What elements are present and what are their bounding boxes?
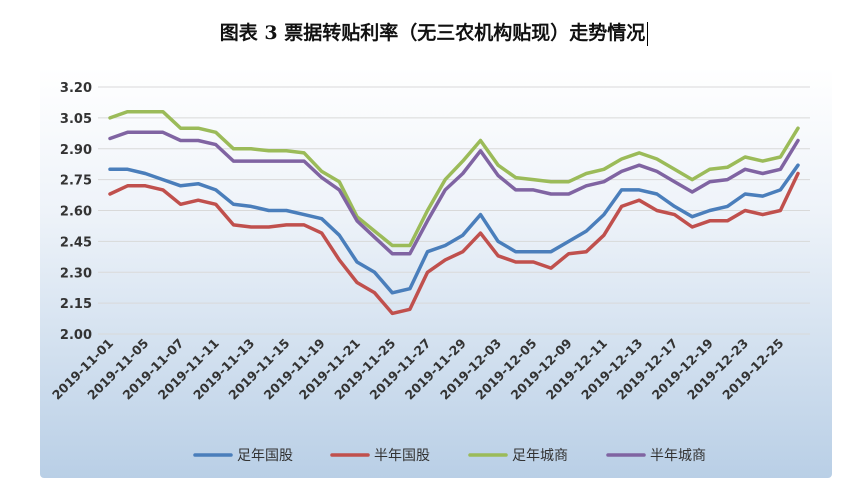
y-tick-label: 2.00: [60, 328, 92, 343]
chart-title-text: 图表 3 票据转贴利率（无三农机构贴现）走势情况: [219, 22, 646, 44]
line-chart: 3.203.052.902.752.602.452.302.152.002019…: [49, 81, 810, 464]
legend-label: 足年城商: [512, 448, 568, 464]
chart-title: 图表 3 票据转贴利率（无三农机构贴现）走势情况: [0, 18, 868, 46]
plot-area: 3.20 3.05 2.90 2.75 2.60 2.45 2.30 2.15 2.00 2019…: [40, 68, 832, 478]
y-tick-label: 3.20: [60, 81, 92, 96]
y-tick-label: 2.60: [60, 205, 92, 220]
text-cursor: [647, 22, 649, 46]
legend-label: 半年城商: [650, 448, 706, 464]
series-line: [108, 171, 800, 316]
y-tick-label: 2.75: [60, 174, 92, 189]
y-tick-label: 2.45: [60, 235, 92, 250]
legend-label: 足年国股: [237, 448, 293, 464]
y-tick-label: 2.90: [60, 143, 92, 158]
series-line: [108, 109, 800, 248]
series-line: [108, 130, 800, 256]
series-line: [108, 163, 800, 295]
y-tick-label: 2.15: [60, 297, 92, 312]
legend-label: 半年国股: [374, 448, 430, 464]
y-tick-label: 2.30: [60, 266, 92, 281]
y-tick-label: 3.05: [60, 112, 92, 127]
